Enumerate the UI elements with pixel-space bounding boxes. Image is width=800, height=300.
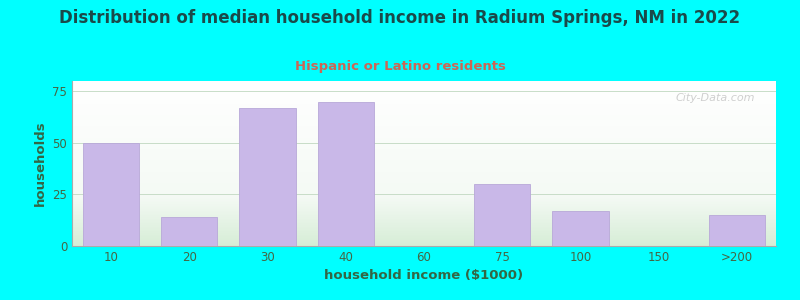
Bar (709, 215, 765, 246)
Bar (318, 102, 374, 246)
Text: Hispanic or Latino residents: Hispanic or Latino residents (294, 60, 506, 73)
Bar (83, 143, 139, 246)
Bar (239, 108, 296, 246)
Bar (552, 211, 609, 246)
Text: Distribution of median household income in Radium Springs, NM in 2022: Distribution of median household income … (59, 9, 741, 27)
Y-axis label: households: households (34, 121, 46, 206)
X-axis label: household income ($1000): household income ($1000) (325, 269, 523, 282)
Bar (474, 184, 530, 246)
Text: City-Data.com: City-Data.com (675, 92, 755, 103)
Bar (161, 217, 218, 246)
